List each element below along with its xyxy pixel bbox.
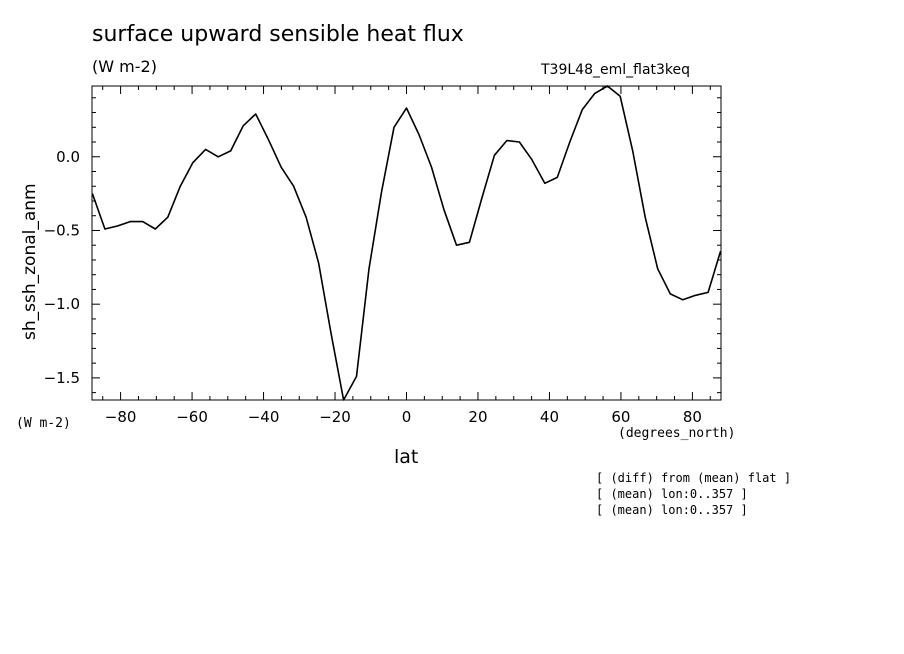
chart-title: surface upward sensible heat flux — [92, 22, 464, 47]
plot-frame — [91, 85, 722, 401]
note-line: [ (diff) from (mean) flat ] — [596, 471, 792, 485]
x-tick-label: −40 — [248, 408, 280, 426]
operation-notes: [ (diff) from (mean) flat ] [ (mean) lon… — [596, 470, 791, 518]
y-tick-label: −1.0 — [44, 295, 80, 313]
chart-units-subtitle: (W m-2) — [92, 57, 157, 76]
series-line — [91, 85, 722, 401]
x-axis-label: lat — [394, 446, 419, 468]
x-tick-label: 80 — [683, 408, 702, 426]
y-tick-label: −0.5 — [44, 221, 80, 239]
note-line: [ (mean) lon:0..357 ] — [596, 487, 748, 501]
run-label: T39L48_eml_flat3keq — [541, 62, 691, 78]
y-tick-label: 0.0 — [56, 148, 80, 166]
axis-tick-labels: −80 −60 −40 −20 0 20 40 60 80 −1.5 −1.0 −0.5 0.0 — [44, 148, 702, 426]
x-tick-label: 0 — [402, 408, 412, 426]
x-tick-label: −60 — [176, 408, 208, 426]
x-tick-label: −80 — [105, 408, 137, 426]
x-axis-units: (degrees_north) — [618, 426, 736, 441]
x-tick-label: 20 — [468, 408, 487, 426]
note-line: [ (mean) lon:0..357 ] — [596, 503, 748, 517]
y-tick-label: −1.5 — [44, 369, 80, 387]
x-tick-label: −20 — [319, 408, 351, 426]
y-axis-units: (W m-2) — [16, 416, 71, 431]
x-tick-label: 60 — [611, 408, 630, 426]
x-tick-label: 40 — [540, 408, 559, 426]
axis-ticks — [92, 86, 721, 400]
